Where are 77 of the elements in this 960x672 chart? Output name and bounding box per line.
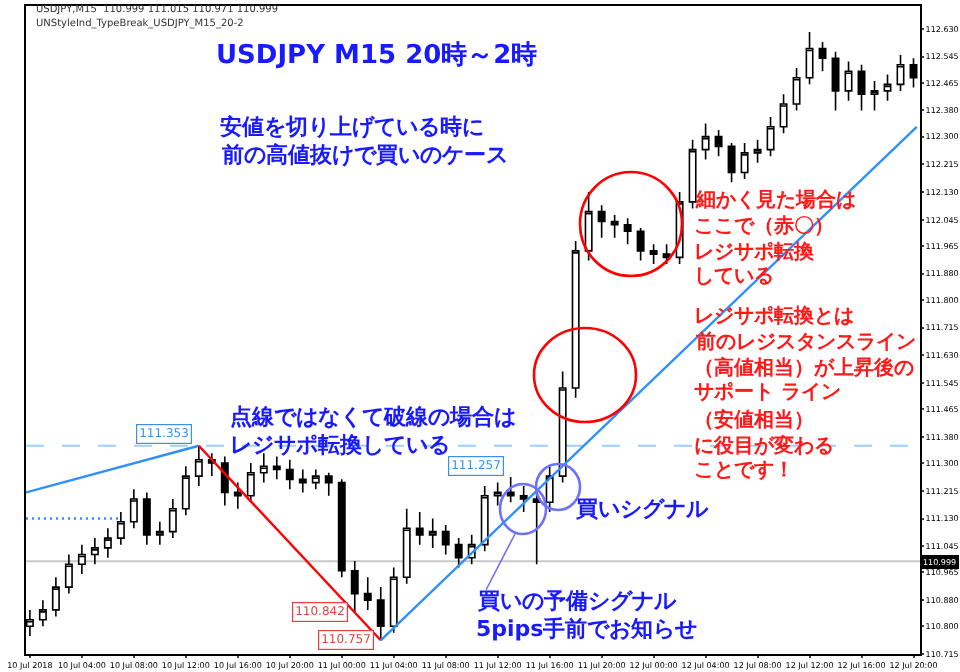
candlestick xyxy=(831,50,840,112)
candlestick xyxy=(571,240,580,399)
candlestick xyxy=(324,472,333,497)
candlestick xyxy=(805,31,814,86)
candlestick xyxy=(610,214,619,239)
candlestick xyxy=(636,227,645,262)
candlestick xyxy=(194,444,203,487)
annotation: 5pips手前でお知らせ xyxy=(476,616,698,642)
candlestick xyxy=(337,478,346,579)
candlestick xyxy=(844,60,853,102)
candlestick xyxy=(38,599,47,628)
annotation: レジサポ転換している xyxy=(230,432,450,458)
annotation: （高値相当）が上昇後の xyxy=(694,356,914,380)
candlestick xyxy=(168,498,177,539)
candlestick xyxy=(64,553,73,595)
candlestick xyxy=(363,576,372,611)
candlestick xyxy=(779,93,788,135)
candlestick xyxy=(818,41,827,73)
candlestick xyxy=(532,491,541,566)
candlestick xyxy=(792,67,801,112)
text: USDJPY M15 20時～2時 xyxy=(216,41,538,72)
candlestick xyxy=(233,481,242,510)
candlestick xyxy=(181,465,190,517)
candlestick xyxy=(311,468,320,490)
annotation: 前の高値抜けで買いのケース xyxy=(220,142,508,168)
candlestick xyxy=(103,527,112,559)
annotation: （安値相当） xyxy=(694,408,814,432)
candlestick xyxy=(90,537,99,566)
candlestick xyxy=(766,116,775,157)
candlestick xyxy=(142,491,151,546)
candlestick xyxy=(428,517,437,549)
candlestick xyxy=(584,191,593,262)
candlestick xyxy=(558,370,567,484)
candlestick xyxy=(155,520,164,546)
candlestick xyxy=(77,543,86,575)
candlestick xyxy=(376,586,385,642)
candlestick xyxy=(701,122,710,161)
candlestick xyxy=(415,511,424,546)
candlestick xyxy=(285,458,294,490)
candlestick xyxy=(623,217,632,246)
candlestick xyxy=(753,139,762,164)
candlestick xyxy=(870,80,879,112)
candlestick xyxy=(883,73,892,102)
candlestick xyxy=(519,485,528,513)
candlestick xyxy=(545,465,554,513)
annotation: に役目が変わる xyxy=(694,434,834,458)
candlestick xyxy=(649,243,658,265)
annotation: レジサポ転換とは xyxy=(694,304,854,328)
annotation: サポート ライン xyxy=(694,382,841,404)
candlestick xyxy=(389,566,398,634)
candlestick xyxy=(441,524,450,556)
candlestick xyxy=(51,576,60,618)
candlestick xyxy=(246,462,255,503)
annotation: 買いシグナル xyxy=(574,496,710,522)
candlestick xyxy=(402,507,411,585)
candlestick xyxy=(480,485,489,552)
candlestick xyxy=(350,560,359,614)
candlestick xyxy=(454,537,463,569)
candlestick xyxy=(857,63,866,112)
candlestick xyxy=(272,455,281,481)
annotation: 安値を切り上げている時に xyxy=(220,114,484,140)
annotation: 前のレジスタンスライン xyxy=(694,330,916,354)
candlestick xyxy=(727,142,736,184)
candlestick xyxy=(597,204,606,239)
annotation: 細かく見た場合は xyxy=(694,188,856,212)
annotation: 点線ではなくて破線の場合は xyxy=(230,404,516,430)
annotation: ことです！ xyxy=(694,460,794,482)
candlestick xyxy=(220,455,229,507)
candlestick xyxy=(688,139,697,210)
candlestick xyxy=(259,452,268,484)
candlestick xyxy=(129,488,138,530)
candlestick xyxy=(298,468,307,494)
candlestick xyxy=(714,129,723,157)
annotation: 買いの予備シグナル xyxy=(476,588,678,614)
candlestick xyxy=(740,142,749,180)
candlestick xyxy=(116,511,125,546)
candlestick xyxy=(896,54,905,92)
